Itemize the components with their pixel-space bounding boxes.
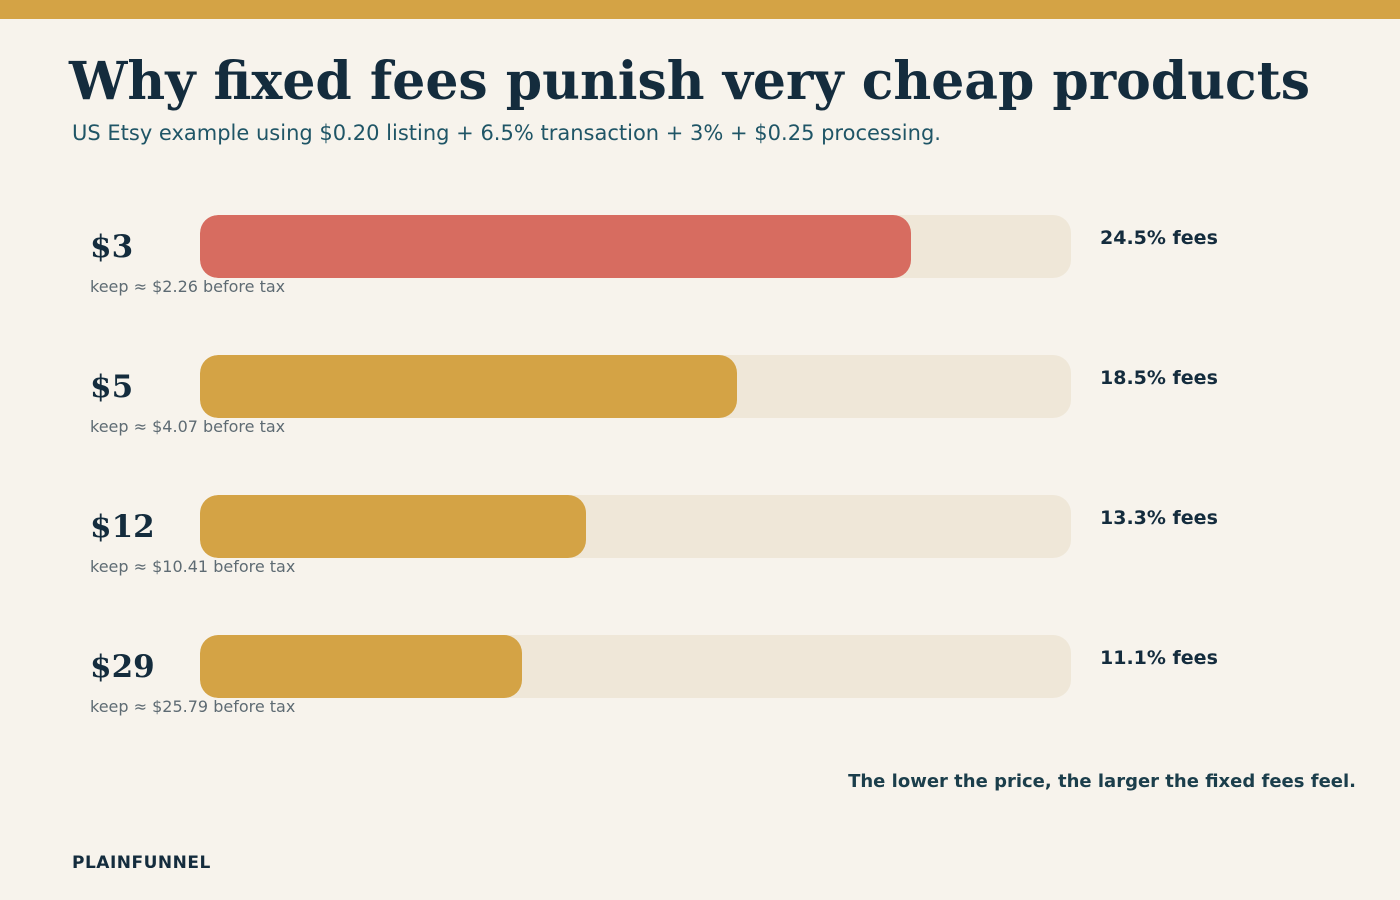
keep-label: keep ≈ $2.26 before tax bbox=[90, 277, 286, 296]
chart-subtitle: US Etsy example using $0.20 listing + 6.… bbox=[72, 121, 941, 145]
bar-track bbox=[200, 355, 1071, 418]
keep-label: keep ≈ $4.07 before tax bbox=[90, 417, 286, 436]
keep-label: keep ≈ $10.41 before tax bbox=[90, 557, 296, 576]
bar-track bbox=[200, 215, 1071, 278]
bar-row-2: $12 keep ≈ $10.41 before tax 13.3% fees bbox=[0, 495, 1400, 605]
fee-bar bbox=[200, 355, 737, 418]
fee-bar bbox=[200, 495, 586, 558]
bar-track bbox=[200, 495, 1071, 558]
price-label: $12 bbox=[90, 509, 155, 545]
fee-bar bbox=[200, 635, 522, 698]
keep-label: keep ≈ $25.79 before tax bbox=[90, 697, 296, 716]
fee-label: 24.5% fees bbox=[1100, 227, 1218, 249]
fee-label: 13.3% fees bbox=[1100, 507, 1218, 529]
bar-row-3: $29 keep ≈ $25.79 before tax 11.1% fees bbox=[0, 635, 1400, 745]
bar-row-0: $3 keep ≈ $2.26 before tax 24.5% fees bbox=[0, 215, 1400, 325]
price-label: $29 bbox=[90, 649, 155, 685]
price-label: $3 bbox=[90, 229, 134, 265]
brand-logo-text: PLAINFUNNEL bbox=[72, 853, 211, 873]
fee-label: 11.1% fees bbox=[1100, 647, 1218, 669]
chart-title: Why fixed fees punish very cheap product… bbox=[69, 51, 1310, 112]
bar-track bbox=[200, 635, 1071, 698]
price-label: $5 bbox=[90, 369, 134, 405]
footnote: The lower the price, the larger the fixe… bbox=[848, 771, 1356, 792]
fee-label: 18.5% fees bbox=[1100, 367, 1218, 389]
bar-row-1: $5 keep ≈ $4.07 before tax 18.5% fees bbox=[0, 355, 1400, 465]
top-accent-bar bbox=[0, 0, 1400, 19]
fee-bar bbox=[200, 215, 911, 278]
